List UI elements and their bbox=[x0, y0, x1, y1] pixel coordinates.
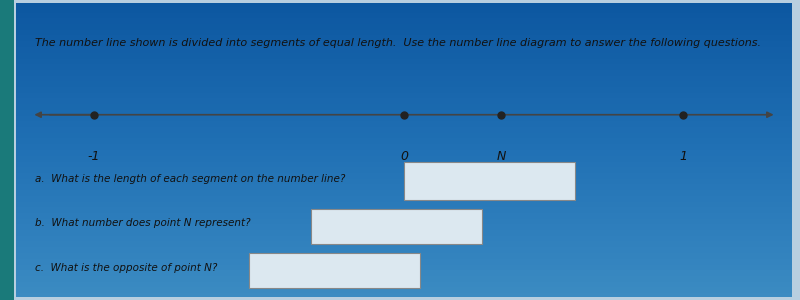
Text: b.  What number does point N represent?: b. What number does point N represent? bbox=[35, 218, 251, 229]
Text: 0: 0 bbox=[400, 150, 408, 163]
Text: The number line shown is divided into segments of equal length.  Use the number : The number line shown is divided into se… bbox=[35, 38, 762, 48]
Text: -1: -1 bbox=[87, 150, 100, 163]
FancyBboxPatch shape bbox=[311, 209, 482, 244]
FancyBboxPatch shape bbox=[249, 253, 419, 288]
Text: c.  What is the opposite of point N?: c. What is the opposite of point N? bbox=[35, 262, 218, 273]
FancyBboxPatch shape bbox=[404, 162, 574, 200]
Text: a.  What is the length of each segment on the number line?: a. What is the length of each segment on… bbox=[35, 174, 346, 184]
Text: N: N bbox=[496, 150, 506, 163]
Text: 1: 1 bbox=[679, 150, 687, 163]
